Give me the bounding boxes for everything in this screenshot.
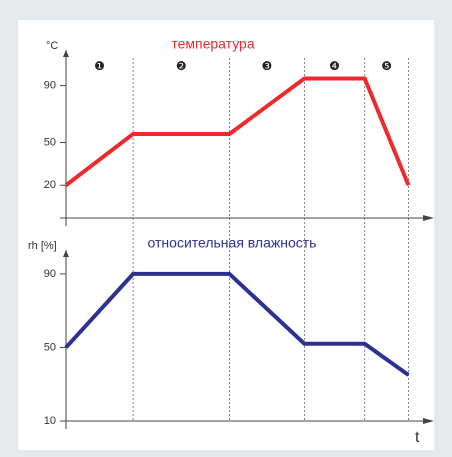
- phase-label: ❺: [381, 59, 392, 73]
- y-tick-label: 90: [44, 79, 56, 91]
- y-tick-label: 10: [44, 415, 56, 427]
- y-arrow: [63, 50, 69, 57]
- phase-label: ❷: [176, 59, 187, 73]
- x-arrow: [423, 418, 434, 424]
- y-arrow: [63, 250, 69, 257]
- data-line: [64, 271, 410, 377]
- y-tick-label: 20: [44, 179, 56, 191]
- x-axis-label: t: [415, 429, 420, 446]
- chart-title: относительная влажность: [148, 235, 317, 251]
- phase-label: ❹: [329, 59, 340, 73]
- phase-label: ❶: [94, 59, 105, 73]
- y-tick-label: 50: [44, 341, 56, 353]
- phase-label: ❸: [262, 59, 273, 73]
- data-line: [64, 76, 411, 187]
- y-axis-label: rh [%]: [28, 240, 57, 252]
- chart-title: температура: [171, 36, 254, 52]
- y-axis-label: °C: [46, 40, 58, 52]
- x-arrow: [423, 215, 434, 221]
- y-tick-label: 90: [44, 268, 56, 280]
- y-tick-label: 50: [44, 136, 56, 148]
